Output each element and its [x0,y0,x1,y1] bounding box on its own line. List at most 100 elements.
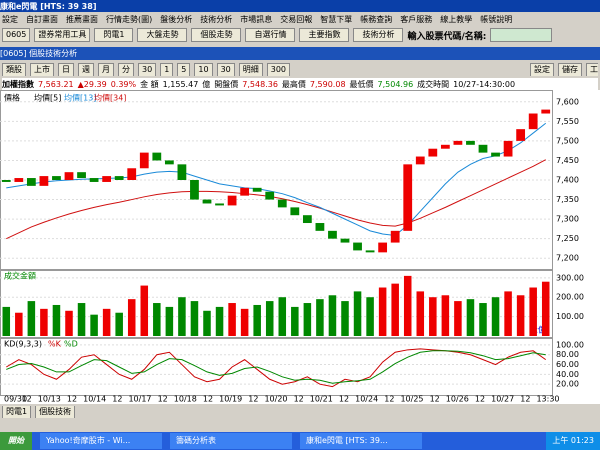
legend-item: 價格 [4,93,20,103]
volume-bar [240,308,249,336]
legend-item: %D [64,340,78,349]
task-item[interactable]: 康和e閃電 [HTS: 39... [300,433,422,449]
volume-bar [140,285,149,336]
toolbar-button[interactable]: 自選行情 [245,28,296,42]
menu-item[interactable]: 盤後分析 [160,14,193,24]
panel-title: [0605] 個股技術分析 [0,49,78,58]
toolbar-button[interactable]: 個股走勢 [191,28,242,42]
x-tick-label: 10/17 [128,395,151,404]
control[interactable]: 月 [98,63,114,76]
control[interactable]: 1 [160,63,174,76]
menu-item[interactable]: 技術分析 [200,14,233,24]
volume-bar [153,303,161,336]
control[interactable]: 設定 [530,63,554,76]
control[interactable]: 明細 [238,63,263,76]
menu-item[interactable]: 智慧下單 [320,14,353,24]
toolbar-button[interactable]: 主要指數 [299,28,350,42]
control[interactable]: 儲存 [558,63,582,76]
candle [528,113,538,130]
candle [516,129,526,141]
toolbar-button[interactable]: 大盤走勢 [137,28,188,42]
volume-bar [316,299,324,336]
task-item[interactable]: 籌碼分析表 [170,433,292,449]
control[interactable]: 300 [266,63,291,76]
candle [64,172,74,180]
candle [215,203,224,206]
candle [290,207,300,216]
search-box[interactable] [490,28,553,42]
volume-bar [341,301,349,336]
control[interactable]: 週 [78,63,94,76]
menu-item[interactable]: 市場訊息 [240,14,273,24]
toolbar-button[interactable]: 技術分析 [353,28,404,42]
control[interactable]: 類股 [2,63,26,76]
tab-bar: 閃電1 個股技術 [2,406,598,418]
y-tick-label: 7,500 [556,136,579,145]
tab[interactable]: 閃電1 [2,406,32,418]
start-button[interactable]: 開始 [0,432,32,450]
x-tick-label: 12 [475,395,485,404]
candle [541,109,551,114]
code-box[interactable]: 0605 [2,28,31,42]
task-item[interactable]: Yahoo!奇摩股市 - Wi... [40,433,162,449]
volume-bar [491,297,500,336]
candle [328,230,337,239]
window-title: 康和e閃電 [HTS: 39 38] [0,1,97,11]
control[interactable]: 工具 [586,63,598,76]
info-field: 金 額 [140,79,159,89]
unit: [x億] [530,325,549,335]
volume-bar [353,291,362,336]
info-field: 最低價 [349,79,374,89]
clock: 上午 01:23 [546,432,600,450]
tools-select[interactable]: 證券常用工具 [34,28,91,42]
volume-bar [127,299,136,336]
ma-line [6,159,546,240]
y-tick-label: 7,600 [556,97,579,106]
volume-bar [215,306,224,336]
candle [114,176,124,180]
info-field: 開盤價 [214,79,239,89]
control[interactable]: 30 [216,63,235,76]
menu-item[interactable]: 帳號說明 [480,14,513,24]
menu-item[interactable]: 客戶服務 [400,14,433,24]
x-tick-label: 10/27 [491,395,514,404]
menu-item[interactable]: 自訂畫面 [26,14,58,24]
info-field: 7,563.21 [38,79,74,89]
x-tick-label: 12 [22,395,32,404]
candle [478,144,488,153]
x-tick-label: 10/20 [264,395,287,404]
x-tick-label: 10/19 [219,395,242,404]
x-tick-label: 10/24 [355,395,378,404]
menu-item[interactable]: 帳務查詢 [360,14,393,24]
control[interactable]: 上市 [30,63,54,76]
control[interactable]: 30 [138,63,157,76]
x-tick-label: 10/21 [310,395,333,404]
control[interactable]: 5 [177,63,191,76]
control[interactable]: 分 [118,63,134,76]
y-tick-label: 100.00 [556,312,584,321]
d-line [6,350,546,384]
menu-item[interactable]: 線上教學 [440,14,473,24]
menu-item[interactable]: 交易回報 [280,14,313,24]
candle [190,180,199,200]
menu-item[interactable]: 設定 [2,14,18,24]
volume-bar [178,297,186,336]
volume-bar [278,297,287,336]
candle [127,168,137,180]
tab[interactable]: 個股技術 [35,406,76,418]
control[interactable]: 日 [58,63,74,76]
x-tick-label: 10/18 [174,395,197,404]
menu-item[interactable]: 行情走勢(圖) [106,14,153,24]
menu-item[interactable]: 推薦畫面 [66,14,98,24]
volume-bar [165,306,174,336]
info-field: 1,155.47 [162,79,199,89]
control[interactable]: 10 [194,63,213,76]
volume-bar [102,308,111,336]
toolbar-button[interactable]: 閃電1 [94,28,134,42]
volume-bar [504,291,512,336]
panel-title: 成交金額 [4,271,36,281]
candle [14,178,24,182]
volume-bar [190,301,199,336]
chart: 價格 均價[5] 均價[13]均價[34] 7,600 7,550 7,500 7,450 7… [0,90,600,404]
x-tick-label: 12 [203,395,213,404]
